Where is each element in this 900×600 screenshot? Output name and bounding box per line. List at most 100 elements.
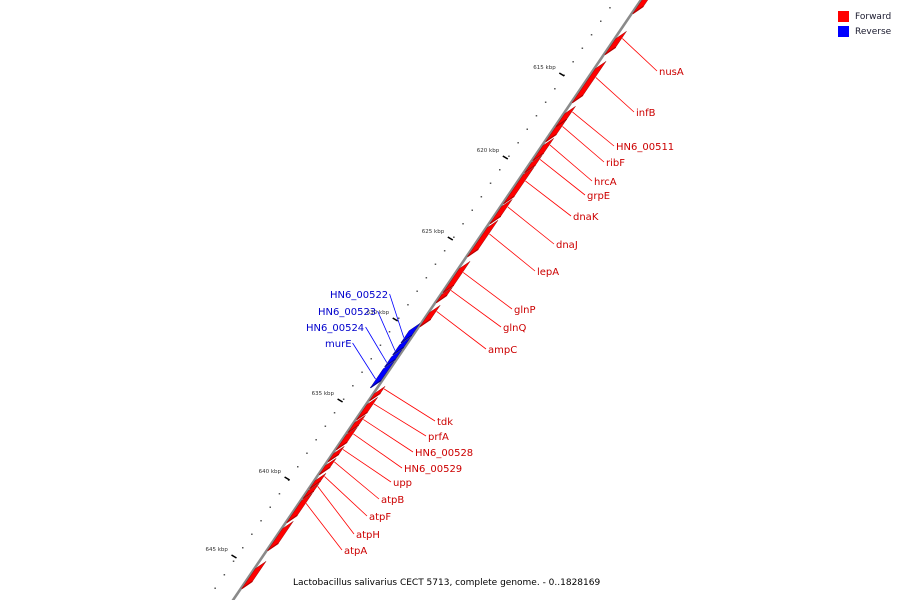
gene-label-hn6-00511[interactable]: HN6_00511 xyxy=(616,142,674,153)
gene-label-prfa[interactable]: prfA xyxy=(428,432,449,443)
gene-label-atph[interactable]: atpH xyxy=(356,530,380,541)
gene-arrow-tip xyxy=(286,514,298,524)
gene-leader-line xyxy=(383,388,436,422)
minor-tick xyxy=(581,47,584,49)
major-tick xyxy=(337,398,344,403)
minor-tick xyxy=(453,236,455,238)
gene-label-nusa[interactable]: nusA xyxy=(659,67,684,78)
major-tick xyxy=(447,236,454,241)
minor-tick xyxy=(297,466,299,468)
gene-label-glnq[interactable]: glnQ xyxy=(503,323,526,334)
major-tick xyxy=(231,554,237,559)
minor-tick xyxy=(407,304,409,306)
minor-tick xyxy=(590,34,593,36)
minor-tick xyxy=(260,520,262,522)
forward-gene-arrow[interactable] xyxy=(267,521,294,551)
gene-leader-line xyxy=(353,433,403,469)
minor-tick xyxy=(609,7,611,9)
gene-label-hn6-00522[interactable]: HN6_00522 xyxy=(330,290,388,301)
gene-label-hn6-00529[interactable]: HN6_00529 xyxy=(404,464,462,475)
gene-label-infb[interactable]: infB xyxy=(636,108,656,119)
gene-label-atpf[interactable]: atpF xyxy=(369,512,391,523)
gene-label-grpe[interactable]: grpE xyxy=(587,191,610,202)
gene-arrow-tip xyxy=(545,133,557,143)
gene-arrow-tip xyxy=(369,392,381,402)
minor-tick xyxy=(462,223,464,225)
scale-label: 640 kbp xyxy=(259,469,282,475)
gene-leader-line xyxy=(305,503,343,551)
minor-tick xyxy=(315,439,317,441)
gene-arrow-tip xyxy=(370,379,382,389)
gene-leader-line xyxy=(572,111,615,147)
gene-label-hrca[interactable]: hrcA xyxy=(594,177,617,188)
forward-swatch xyxy=(838,11,849,22)
gene-leader-line xyxy=(365,326,388,363)
gene-leader-line xyxy=(317,486,355,535)
gene-leader-line xyxy=(373,403,427,437)
gene-leader-line xyxy=(324,476,368,517)
gene-label-glnp[interactable]: glnP xyxy=(514,305,536,316)
gene-leader-line xyxy=(352,342,376,380)
genome-backbone xyxy=(231,0,643,600)
forward-gene-arrow[interactable] xyxy=(286,493,313,523)
gene-leader-line xyxy=(549,144,593,182)
major-tick xyxy=(558,72,565,77)
gene-label-atpb[interactable]: atpB xyxy=(381,495,404,506)
gene-label-dnak[interactable]: dnaK xyxy=(573,212,599,223)
gene-arrow-tip xyxy=(467,248,479,258)
gene-label-upp[interactable]: upp xyxy=(393,478,412,489)
gene-label-mure[interactable]: murE xyxy=(325,339,352,350)
minor-tick xyxy=(342,398,345,400)
gene-label-tdk[interactable]: tdk xyxy=(437,417,453,428)
gene-leader-line xyxy=(436,311,487,350)
gene-leader-line xyxy=(539,159,586,196)
minor-tick xyxy=(242,547,244,549)
legend-reverse: Reverse xyxy=(838,24,891,39)
gene-arrow-tip xyxy=(435,294,448,304)
gene-label-hn6-00523[interactable]: HN6_00523 xyxy=(318,307,376,318)
gene-leader-line xyxy=(342,449,392,483)
gene-arrow-tip xyxy=(241,580,253,590)
gene-label-atpa[interactable]: atpA xyxy=(344,546,367,557)
forward-gene-arrow[interactable] xyxy=(442,261,471,293)
gene-label-ribf[interactable]: ribF xyxy=(606,158,625,169)
scale-label: 635 kbp xyxy=(312,391,335,397)
gene-leader-line xyxy=(622,38,658,72)
minor-tick xyxy=(352,385,354,387)
gene-arrow-tip xyxy=(524,164,536,174)
minor-tick xyxy=(572,61,574,63)
gene-arrow-tip xyxy=(555,118,568,128)
minor-tick xyxy=(388,331,391,333)
gene-arrow-tip xyxy=(309,480,321,490)
reverse-gene-arrow[interactable] xyxy=(370,361,395,388)
minor-tick xyxy=(416,290,418,292)
minor-tick xyxy=(379,344,382,346)
forward-gene-arrow[interactable] xyxy=(241,561,267,589)
gene-arrow-tip xyxy=(267,542,279,552)
gene-label-lepa[interactable]: lepA xyxy=(537,267,559,278)
minor-tick xyxy=(214,587,216,589)
gene-label-hn6-00528[interactable]: HN6_00528 xyxy=(415,448,473,459)
minor-tick xyxy=(508,155,510,157)
minor-tick xyxy=(434,263,437,265)
minor-tick xyxy=(600,20,602,22)
gene-arrow-tip xyxy=(442,284,455,294)
forward-gene-arrow[interactable] xyxy=(489,199,513,224)
minor-tick xyxy=(324,425,327,427)
forward-gene-arrow[interactable] xyxy=(503,167,535,204)
gene-label-dnaj[interactable]: dnaJ xyxy=(556,240,578,251)
minor-tick xyxy=(398,317,400,319)
gene-arrow-tip xyxy=(400,334,413,344)
minor-tick xyxy=(361,371,363,373)
gene-arrow-tip xyxy=(392,346,404,356)
gene-leader-line xyxy=(377,310,396,351)
forward-gene-arrow[interactable] xyxy=(467,220,499,257)
gene-label-hn6-00524[interactable]: HN6_00524 xyxy=(306,323,364,334)
legend-forward: Forward xyxy=(838,9,891,24)
scale-label: 645 kbp xyxy=(206,547,229,553)
gene-label-ampc[interactable]: ampC xyxy=(488,345,517,356)
major-tick xyxy=(392,317,399,322)
gene-leader-line xyxy=(562,126,605,163)
